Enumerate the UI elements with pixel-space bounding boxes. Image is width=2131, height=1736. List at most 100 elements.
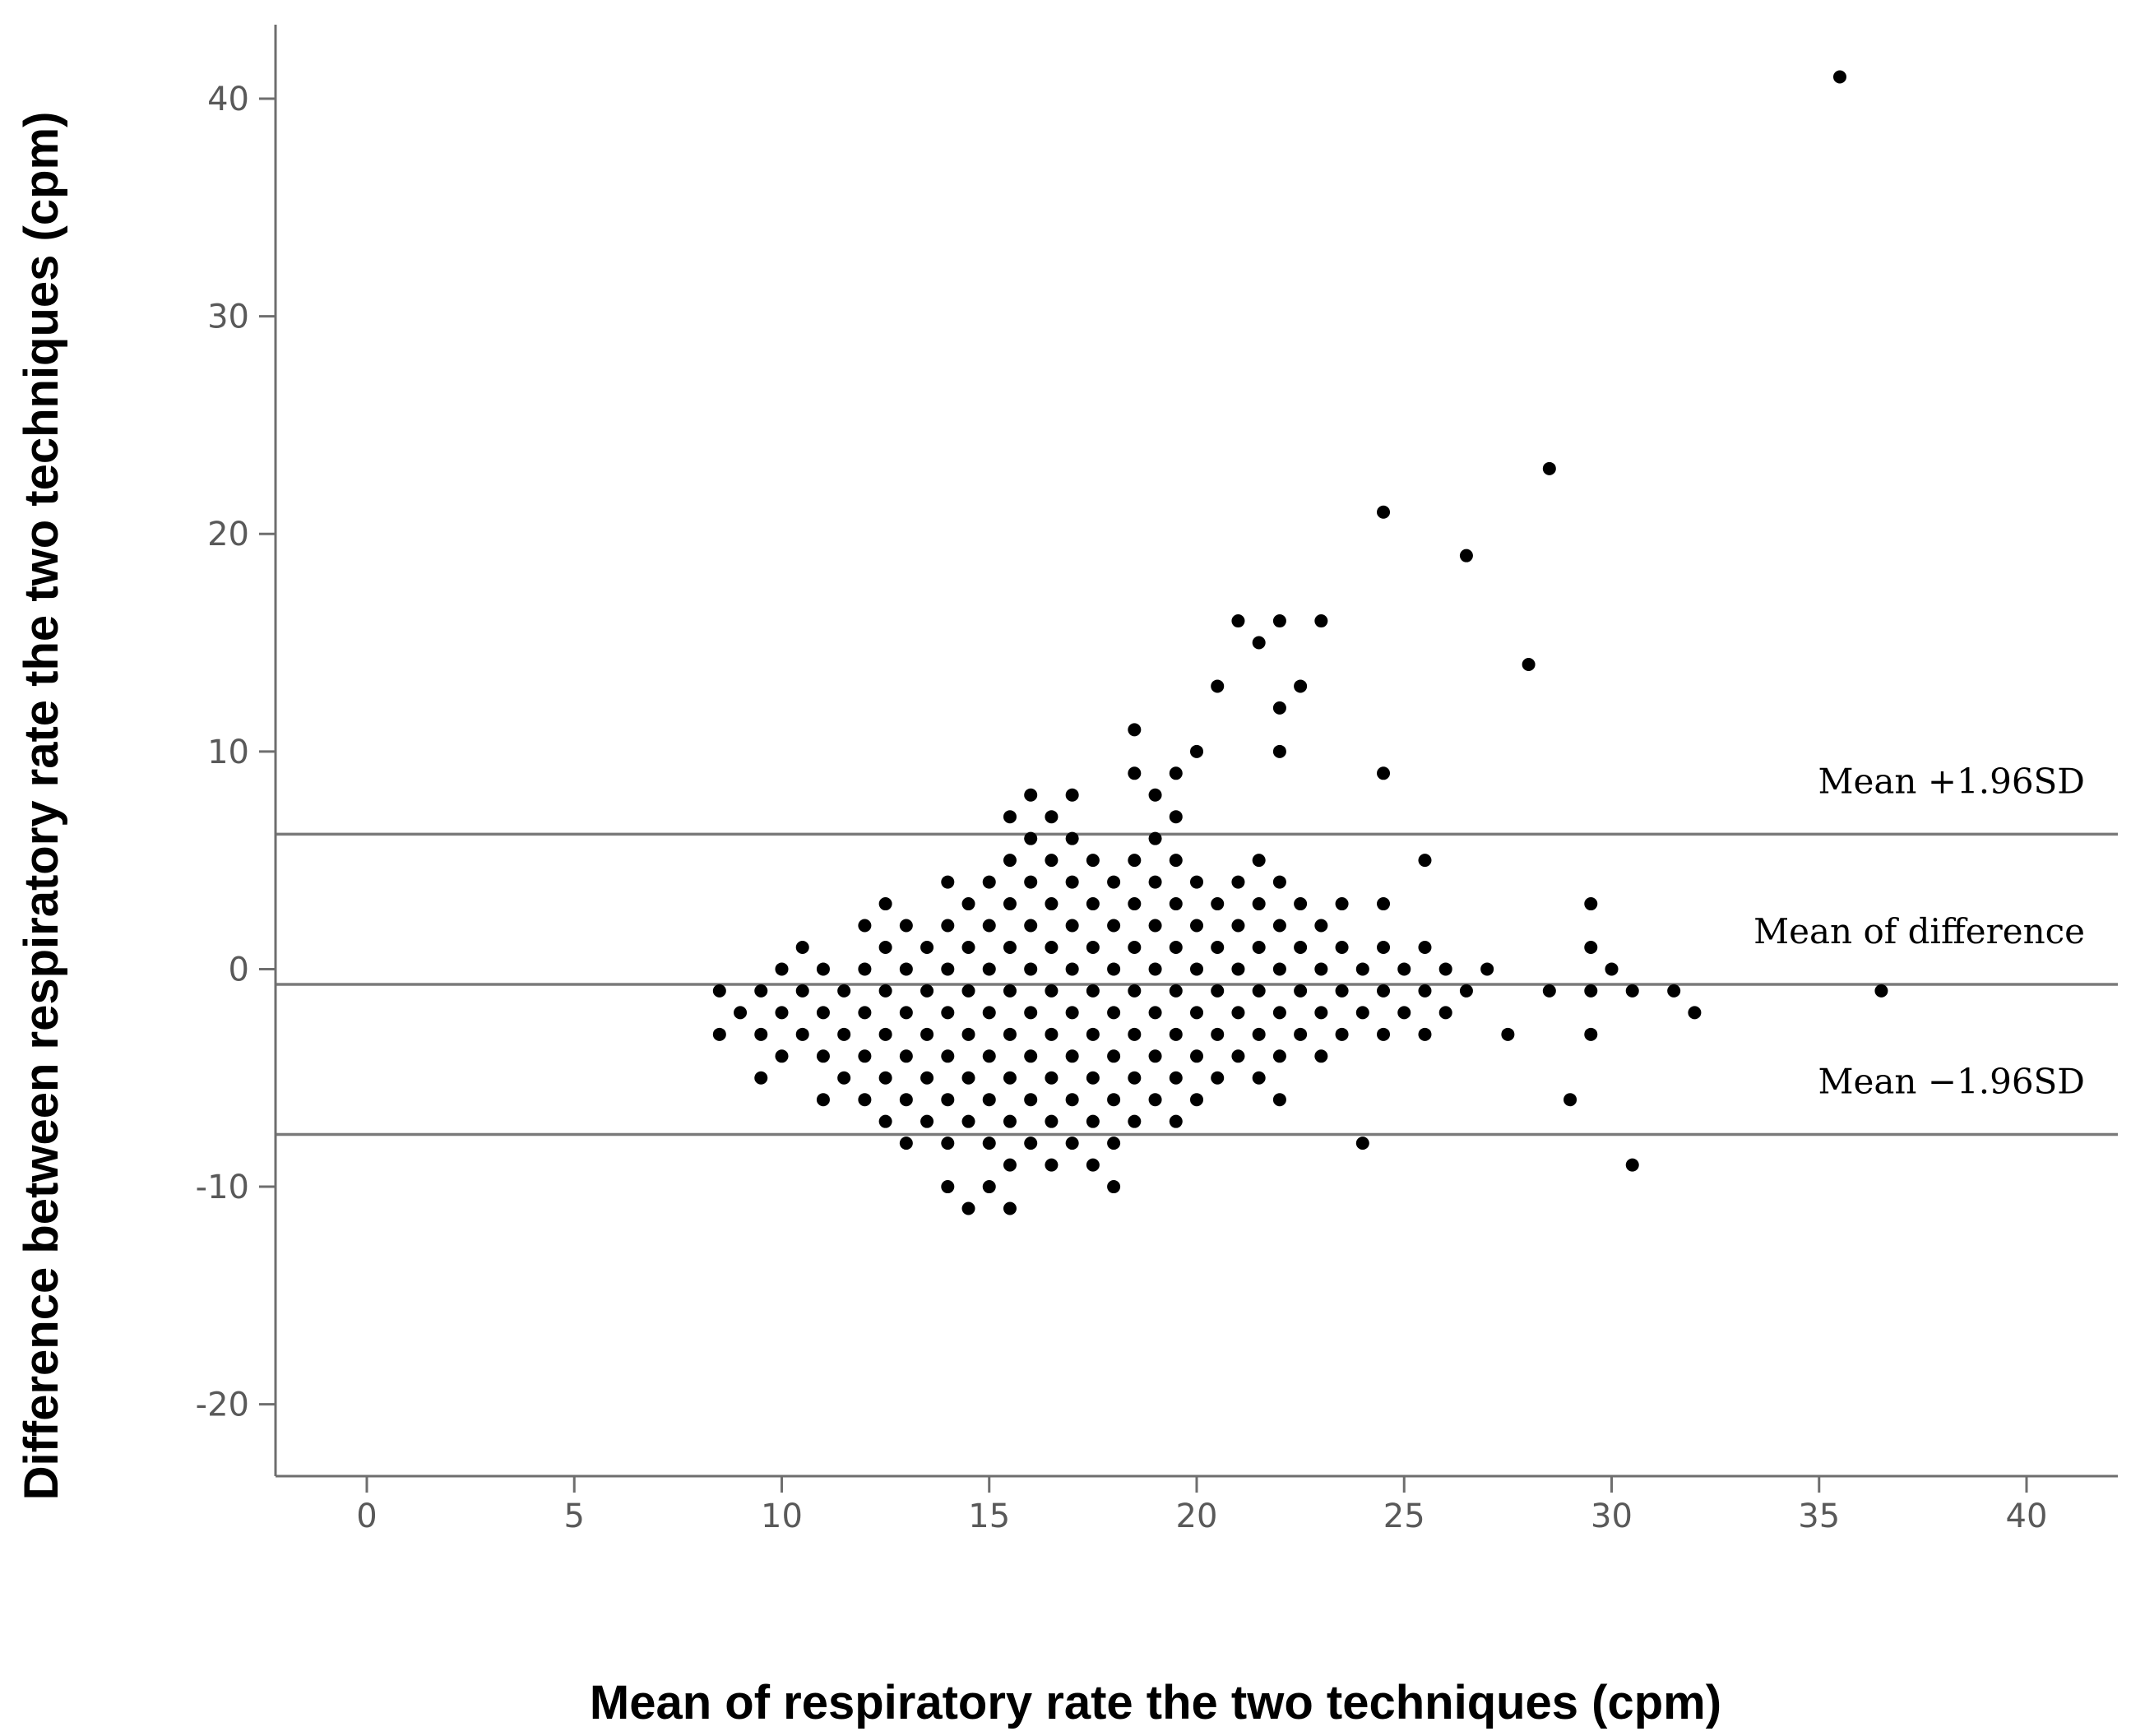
data-point [1045,984,1059,998]
data-point [1231,875,1245,889]
data-point [1169,810,1183,824]
data-point [816,1049,830,1063]
data-point [1272,701,1286,715]
x-tick-label: 20 [1176,1498,1218,1535]
data-point [1045,854,1059,868]
data-point [941,1180,955,1194]
data-point [1377,940,1391,954]
data-point [1584,897,1598,911]
data-point [712,984,726,998]
data-point [1335,897,1349,911]
x-tick-label: 0 [356,1498,377,1535]
y-tick-label: -10 [196,1169,249,1206]
data-point [1128,1114,1142,1128]
data-point [941,1137,955,1150]
data-point [858,919,872,933]
data-point [1148,1006,1162,1020]
data-point [1065,831,1079,845]
y-tick-label: -20 [196,1386,249,1424]
data-point [1252,897,1266,911]
data-point [775,962,789,976]
x-tick-label: 35 [1798,1498,1840,1535]
data-point [1190,919,1203,933]
data-point [1045,1027,1059,1041]
data-point [837,984,851,998]
data-point [775,1049,789,1063]
data-point [1438,962,1452,976]
data-point [1418,854,1432,868]
data-point [1148,962,1162,976]
data-point [1107,875,1121,889]
data-point [1169,1071,1183,1085]
data-point [1667,984,1681,998]
data-point [1272,1006,1286,1020]
data-point [1065,1006,1079,1020]
data-point [1190,875,1203,889]
data-point [1252,1071,1266,1085]
data-point [961,1114,975,1128]
data-point [1128,854,1142,868]
data-point [878,1027,892,1041]
data-point [1252,636,1266,650]
data-point [1045,940,1059,954]
data-point [1355,1006,1369,1020]
data-point [1335,984,1349,998]
data-point [1045,1158,1059,1172]
data-point [1272,919,1286,933]
data-point [1605,962,1619,976]
data-point [1003,854,1017,868]
data-point [1397,1006,1411,1020]
data-point [1128,723,1142,737]
data-point [941,1093,955,1107]
data-point [961,984,975,998]
data-point [1294,679,1308,693]
data-point [1128,940,1142,954]
data-point [1169,897,1183,911]
data-point [1086,854,1100,868]
data-point [1211,940,1225,954]
data-point [1024,831,1038,845]
data-point [795,940,809,954]
data-point [1377,1027,1391,1041]
data-point [1128,1027,1142,1041]
data-point [1397,962,1411,976]
data-point [1024,1006,1038,1020]
data-point [1231,919,1245,933]
data-point [1148,875,1162,889]
data-point [982,1137,996,1150]
data-point [837,1027,851,1041]
axes: 0 5 10 15 20 25 30 35 40 40 30 20 10 0 -10 -20 [196,25,2118,1535]
data-point [1169,766,1183,780]
data-point [1355,1137,1369,1150]
data-point [961,897,975,911]
data-point [1335,940,1349,954]
data-point [982,1006,996,1020]
data-point [1045,810,1059,824]
data-point [712,1027,726,1041]
data-point [982,875,996,889]
data-point [878,984,892,998]
data-point [858,1049,872,1063]
data-point [837,1071,851,1085]
data-point [858,1093,872,1107]
data-point [816,1093,830,1107]
data-point [899,919,913,933]
data-point [754,984,768,998]
data-point [1190,1049,1203,1063]
data-point [1211,1071,1225,1085]
x-tick-label: 40 [2006,1498,2048,1535]
data-point [1107,1006,1121,1020]
data-point [1065,1093,1079,1107]
data-point [899,1049,913,1063]
data-point [982,1180,996,1194]
data-point [1874,984,1888,998]
data-point [899,1093,913,1107]
data-point [941,875,955,889]
data-point [878,940,892,954]
data-point [899,962,913,976]
data-point [1086,1114,1100,1128]
upper-limit-label: Mean +1.96SD [1818,761,2085,801]
data-point [1107,1049,1121,1063]
